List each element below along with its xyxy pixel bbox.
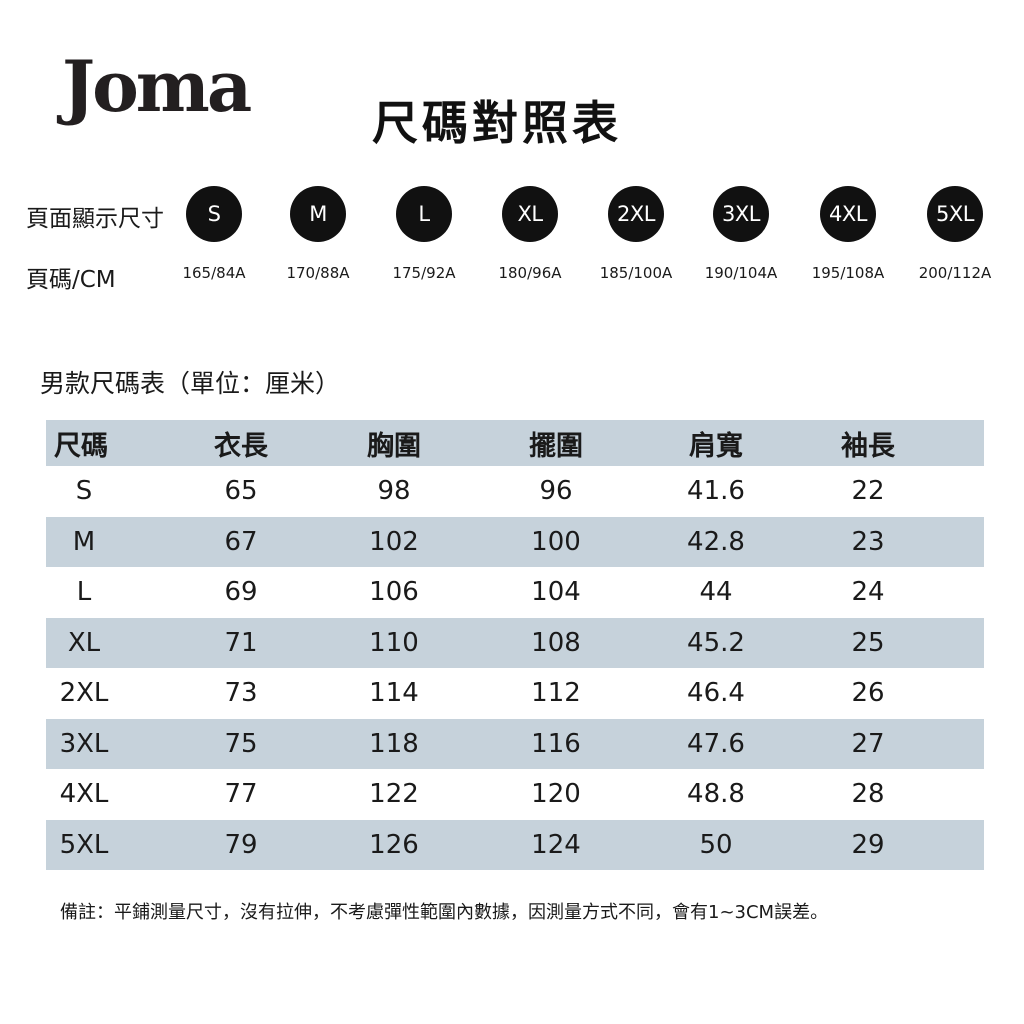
table-row: L 69 106 104 44 24	[46, 567, 984, 618]
cell-hem: 96	[539, 476, 573, 507]
cell-sleeve: 25	[851, 627, 885, 658]
cell-length: 65	[224, 476, 258, 507]
cell-shoulder: 41.6	[687, 476, 745, 507]
display-size-label: 頁面顯示尺寸	[26, 206, 164, 232]
cell-chest: 110	[369, 627, 419, 658]
header-cell-hem: 擺圍	[529, 430, 583, 462]
cell-shoulder: 45.2	[687, 627, 745, 658]
cell-sleeve: 24	[851, 577, 885, 608]
table-row: 3XL 75 118 116 47.6 27	[46, 718, 984, 769]
table-row: M 67 102 100 42.8 23	[46, 516, 984, 567]
size-code-label: 頁碼/CM	[26, 267, 116, 293]
cell-size: XL	[67, 627, 101, 658]
cell-chest: 98	[377, 476, 411, 507]
cell-size: S	[75, 476, 93, 507]
cell-hem: 104	[531, 577, 581, 608]
table-row: S 65 98 96 41.6 22	[46, 466, 984, 517]
size-code: 200/112A	[918, 264, 992, 282]
cell-sleeve: 27	[851, 728, 885, 759]
size-circle: 4XL	[820, 186, 876, 242]
table-title: 男款尺碼表（單位：厘米）	[40, 369, 341, 398]
cell-chest: 106	[369, 577, 419, 608]
size-circle: XL	[502, 186, 558, 242]
cell-size: M	[72, 526, 96, 557]
size-circle: 5XL	[927, 186, 983, 242]
table-header-row: 尺碼 衣長 胸圍 擺圍 肩寬 袖長	[46, 420, 984, 466]
table-row: 5XL 79 126 124 50 29	[46, 819, 984, 870]
table-row: 2XL 73 114 112 46.4 26	[46, 668, 984, 719]
size-code: 170/88A	[286, 264, 350, 282]
cell-size: 3XL	[59, 728, 109, 759]
size-code: 185/100A	[599, 264, 673, 282]
cell-length: 71	[224, 627, 258, 658]
cell-sleeve: 28	[851, 779, 885, 810]
cell-shoulder: 42.8	[687, 526, 745, 557]
brand-logo: Joma	[62, 45, 252, 128]
header-cell-length: 衣長	[214, 430, 268, 462]
size-table: 尺碼 衣長 胸圍 擺圍 肩寬 袖長 S 65 98 96 41.6 22 M 67 102 100…	[46, 420, 984, 870]
cell-shoulder: 47.6	[687, 728, 745, 759]
size-code: 180/96A	[498, 264, 562, 282]
cell-shoulder: 48.8	[687, 779, 745, 810]
page-title: 尺碼對照表	[372, 96, 622, 150]
cell-sleeve: 29	[851, 829, 885, 860]
cell-sleeve: 23	[851, 526, 885, 557]
cell-sleeve: 22	[851, 476, 885, 507]
cell-chest: 114	[369, 678, 419, 709]
cell-chest: 118	[369, 728, 419, 759]
cell-hem: 108	[531, 627, 581, 658]
cell-hem: 100	[531, 526, 581, 557]
size-code: 195/108A	[811, 264, 885, 282]
size-circle: S	[186, 186, 242, 242]
cell-hem: 120	[531, 779, 581, 810]
cell-shoulder: 44	[699, 577, 733, 608]
cell-sleeve: 26	[851, 678, 885, 709]
cell-length: 75	[224, 728, 258, 759]
cell-hem: 116	[531, 728, 581, 759]
size-circle: M	[290, 186, 346, 242]
cell-length: 69	[224, 577, 258, 608]
cell-length: 77	[224, 779, 258, 810]
cell-length: 73	[224, 678, 258, 709]
size-circle: L	[396, 186, 452, 242]
cell-length: 79	[224, 829, 258, 860]
cell-size: 5XL	[59, 829, 109, 860]
table-body: S 65 98 96 41.6 22 M 67 102 100 42.8 23 L 69 106 104 44 2…	[46, 466, 984, 870]
size-circle: 2XL	[608, 186, 664, 242]
cell-size: 2XL	[59, 678, 109, 709]
header-cell-size: 尺碼	[54, 430, 108, 462]
cell-chest: 126	[369, 829, 419, 860]
table-row: 4XL 77 122 120 48.8 28	[46, 769, 984, 820]
size-code: 165/84A	[182, 264, 246, 282]
header-cell-shoulder: 肩寬	[689, 430, 743, 462]
cell-chest: 122	[369, 779, 419, 810]
cell-hem: 124	[531, 829, 581, 860]
cell-length: 67	[224, 526, 258, 557]
table-row: XL 71 110 108 45.2 25	[46, 617, 984, 668]
size-code: 190/104A	[704, 264, 778, 282]
footnote: 備註：平鋪測量尺寸，沒有拉伸，不考慮彈性範圍內數據，因測量方式不同，會有1~3C…	[60, 902, 829, 923]
size-code: 175/92A	[392, 264, 456, 282]
cell-hem: 112	[531, 678, 581, 709]
header-cell-chest: 胸圍	[367, 430, 421, 462]
cell-shoulder: 50	[699, 829, 733, 860]
cell-size: 4XL	[59, 779, 109, 810]
header-cell-sleeve: 袖長	[841, 430, 895, 462]
cell-chest: 102	[369, 526, 419, 557]
cell-size: L	[76, 577, 92, 608]
size-circle: 3XL	[713, 186, 769, 242]
cell-shoulder: 46.4	[687, 678, 745, 709]
